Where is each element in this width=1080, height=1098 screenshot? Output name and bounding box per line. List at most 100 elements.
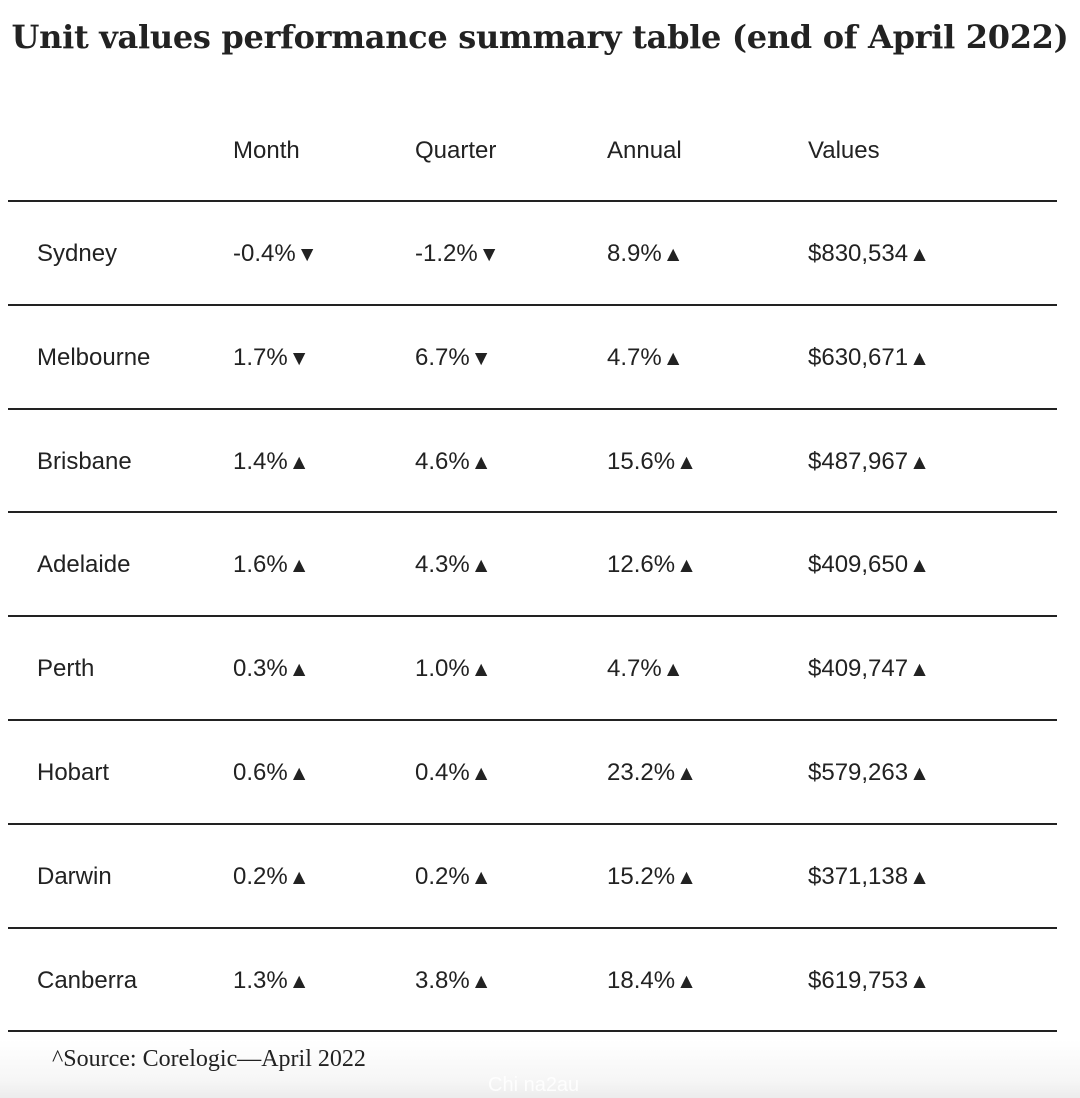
- annual-change-text: 15.2%: [607, 862, 676, 890]
- footer-band: [0, 1040, 1080, 1098]
- up-triangle-icon: ▲: [470, 969, 492, 993]
- up-triangle-icon: ▲: [909, 346, 930, 370]
- city-name-text: Brisbane: [37, 447, 132, 475]
- annual-change: 4.7%▲: [607, 344, 684, 372]
- table-header: Month Quarter Annual Values: [8, 120, 1057, 180]
- table-divider: [8, 615, 1057, 618]
- month-change: 1.3%▲: [233, 967, 310, 995]
- quarter-change-text: 3.8%: [415, 966, 470, 994]
- table-divider: [8, 718, 1057, 721]
- up-triangle-icon: ▲: [288, 658, 310, 682]
- month-change: 0.2%▲: [233, 863, 310, 891]
- month-change-text: 0.6%: [233, 758, 288, 786]
- column-header-values: Values: [808, 137, 880, 164]
- city-name: Brisbane: [37, 448, 132, 476]
- median-value-text: $487,967: [808, 447, 909, 475]
- median-value: $830,534▲: [808, 240, 930, 268]
- median-value: $579,263▲: [808, 759, 930, 787]
- month-change-text: 1.3%: [233, 966, 288, 994]
- down-triangle-icon: ▼: [478, 243, 500, 266]
- up-triangle-icon: ▲: [470, 658, 492, 682]
- month-change: 0.3%▲: [233, 655, 310, 683]
- city-name: Darwin: [37, 863, 112, 891]
- up-triangle-icon: ▲: [662, 243, 684, 266]
- table-row: Hobart 0.6%▲ 0.4%▲ 23.2%▲ $579,263▲: [8, 721, 1057, 823]
- quarter-change-text: 4.3%: [415, 551, 470, 579]
- up-triangle-icon: ▲: [470, 554, 492, 578]
- annual-change: 15.6%▲: [607, 448, 697, 476]
- up-triangle-icon: ▲: [909, 243, 930, 266]
- annual-change-text: 4.7%: [607, 343, 662, 371]
- quarter-change-text: 0.2%: [415, 862, 470, 890]
- table-divider: [8, 511, 1057, 514]
- quarter-change: 0.4%▲: [415, 759, 492, 787]
- city-name: Melbourne: [37, 344, 150, 372]
- annual-change-text: 15.6%: [607, 447, 676, 475]
- down-triangle-icon: ▼: [288, 346, 310, 370]
- quarter-change: 0.2%▲: [415, 863, 492, 891]
- median-value: $371,138▲: [808, 863, 930, 891]
- quarter-change: 4.6%▲: [415, 448, 492, 476]
- month-change-text: 0.3%: [233, 655, 288, 683]
- table-divider: [8, 1030, 1057, 1033]
- up-triangle-icon: ▲: [470, 865, 492, 889]
- quarter-change-text: 0.4%: [415, 758, 470, 786]
- up-triangle-icon: ▲: [288, 969, 310, 993]
- city-name: Sydney: [37, 240, 117, 268]
- annual-change-text: 8.9%: [607, 240, 662, 267]
- quarter-change: 1.0%▲: [415, 655, 492, 683]
- up-triangle-icon: ▲: [909, 761, 930, 785]
- up-triangle-icon: ▲: [909, 554, 930, 578]
- city-name: Canberra: [37, 967, 137, 995]
- up-triangle-icon: ▲: [662, 658, 684, 682]
- annual-change: 15.2%▲: [607, 863, 697, 891]
- up-triangle-icon: ▲: [676, 761, 697, 785]
- down-triangle-icon: ▼: [470, 346, 492, 370]
- annual-change-text: 4.7%: [607, 655, 662, 683]
- up-triangle-icon: ▲: [909, 969, 930, 993]
- table-row: Canberra 1.3%▲ 3.8%▲ 18.4%▲ $619,753▲: [8, 929, 1057, 1031]
- column-header-quarter: Quarter: [415, 137, 497, 164]
- table-divider: [8, 303, 1057, 306]
- table-divider: [8, 200, 1057, 202]
- city-name-text: Melbourne: [37, 343, 151, 371]
- quarter-change-text: 4.6%: [415, 447, 470, 475]
- annual-change: 4.7%▲: [607, 655, 684, 683]
- median-value: $630,671▲: [808, 344, 930, 372]
- up-triangle-icon: ▲: [676, 450, 697, 474]
- city-name: Perth: [37, 655, 94, 683]
- up-triangle-icon: ▲: [676, 969, 697, 993]
- up-triangle-icon: ▲: [662, 346, 684, 370]
- annual-change-text: 23.2%: [607, 758, 676, 786]
- month-change: 1.7%▼: [233, 344, 310, 372]
- source-note: ^Source: Corelogic—April 2022: [52, 1046, 366, 1072]
- median-value: $619,753▲: [808, 967, 930, 995]
- city-name-text: Sydney: [37, 240, 118, 267]
- annual-change: 8.9%▲: [607, 240, 684, 268]
- month-change-text: -0.4%: [233, 240, 296, 267]
- quarter-change-text: 1.0%: [415, 655, 470, 683]
- table-divider: [8, 407, 1057, 410]
- up-triangle-icon: ▲: [288, 865, 310, 889]
- quarter-change: -1.2%▼: [415, 240, 500, 268]
- up-triangle-icon: ▲: [288, 554, 310, 578]
- median-value-text: $830,534: [808, 240, 909, 267]
- up-triangle-icon: ▲: [470, 761, 492, 785]
- median-value-text: $409,650: [808, 551, 909, 579]
- table-divider: [8, 926, 1057, 929]
- quarter-change-text: -1.2%: [415, 240, 478, 267]
- city-name-text: Adelaide: [37, 551, 131, 579]
- quarter-change: 3.8%▲: [415, 967, 492, 995]
- up-triangle-icon: ▲: [676, 865, 697, 889]
- table-divider: [8, 822, 1057, 825]
- up-triangle-icon: ▲: [909, 450, 930, 474]
- annual-change-text: 18.4%: [607, 966, 676, 994]
- table-row: Darwin 0.2%▲ 0.2%▲ 15.2%▲ $371,138▲: [8, 825, 1057, 927]
- median-value: $487,967▲: [808, 448, 930, 476]
- median-value-text: $619,753: [808, 966, 909, 994]
- city-name-text: Hobart: [37, 758, 110, 786]
- quarter-change-text: 6.7%: [415, 343, 470, 371]
- city-name-text: Perth: [37, 655, 95, 683]
- annual-change: 18.4%▲: [607, 967, 697, 995]
- city-name: Hobart: [37, 759, 109, 787]
